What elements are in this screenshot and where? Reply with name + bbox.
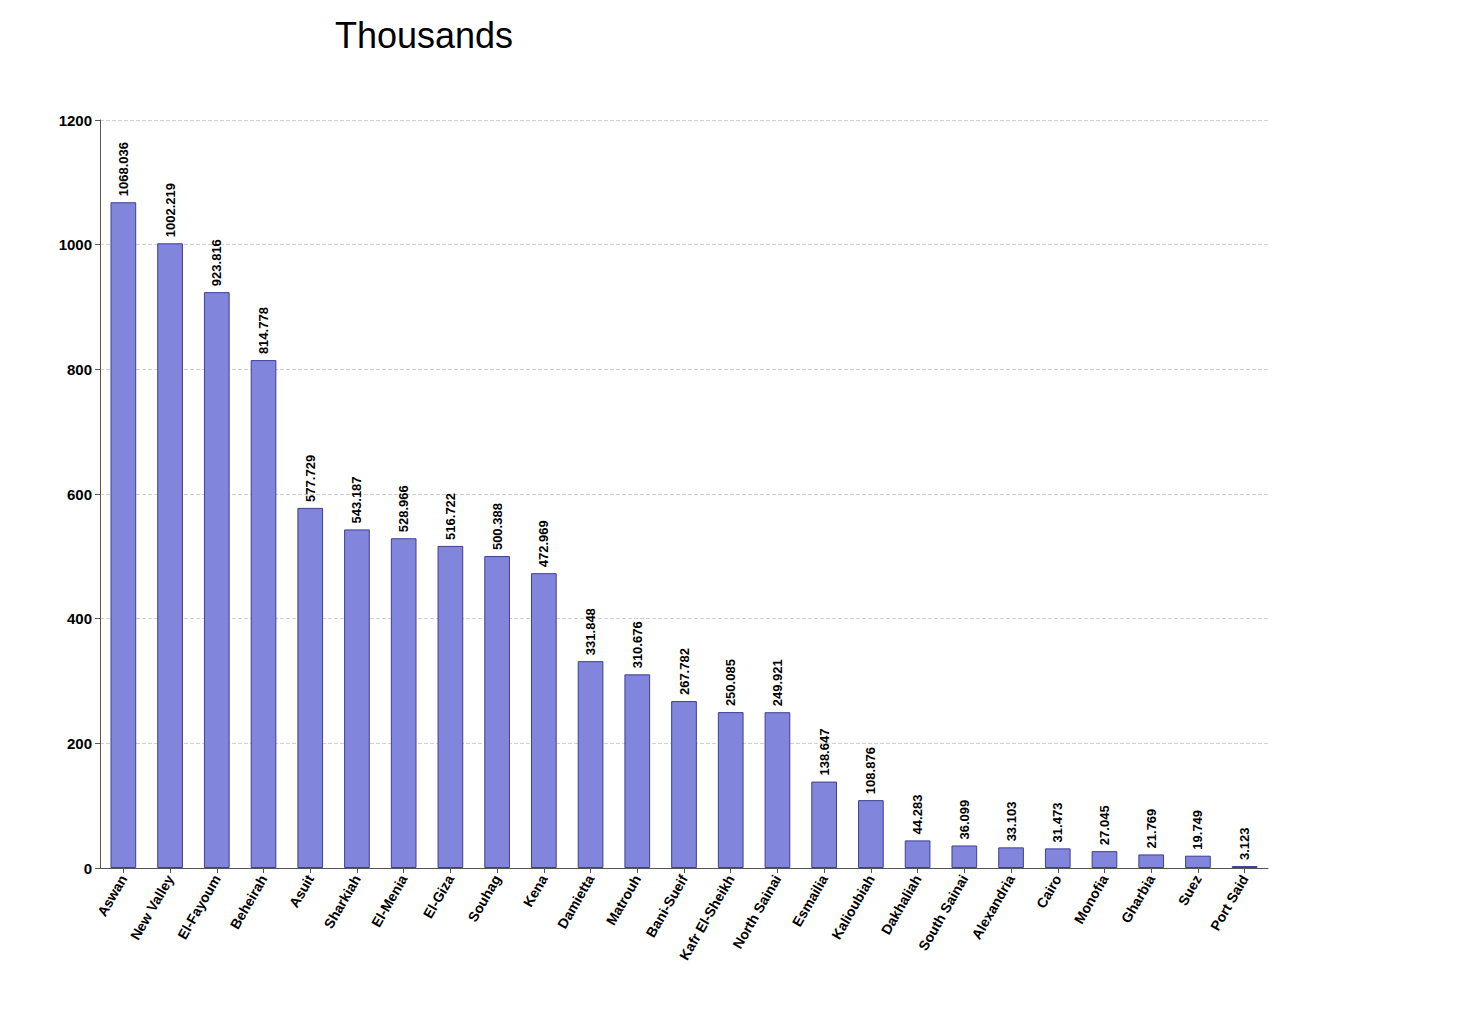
svg-text:267.782: 267.782 xyxy=(677,648,692,695)
svg-text:Kena: Kena xyxy=(520,872,551,910)
svg-text:472.969: 472.969 xyxy=(536,520,551,567)
svg-text:Dakhaliah: Dakhaliah xyxy=(878,872,925,937)
svg-text:Souhag: Souhag xyxy=(465,872,504,924)
svg-text:400: 400 xyxy=(67,610,92,627)
svg-text:Alexandria: Alexandria xyxy=(968,872,1018,942)
svg-text:Cairo: Cairo xyxy=(1033,872,1065,911)
svg-text:44.283: 44.283 xyxy=(910,795,925,835)
svg-text:Kalioubiah: Kalioubiah xyxy=(828,872,878,942)
svg-text:577.729: 577.729 xyxy=(303,455,318,502)
svg-text:Esmailia: Esmailia xyxy=(789,872,831,929)
svg-text:1000: 1000 xyxy=(59,236,92,253)
svg-text:21.769: 21.769 xyxy=(1144,809,1159,849)
svg-text:36.099: 36.099 xyxy=(957,800,972,840)
svg-text:Beheirah: Beheirah xyxy=(227,872,271,932)
svg-text:310.676: 310.676 xyxy=(630,621,645,668)
svg-text:250.085: 250.085 xyxy=(723,659,738,706)
svg-text:27.045: 27.045 xyxy=(1097,805,1112,845)
svg-text:108.876: 108.876 xyxy=(863,747,878,794)
svg-text:1002.219: 1002.219 xyxy=(163,183,178,237)
svg-text:El-Giza: El-Giza xyxy=(420,872,458,921)
svg-text:Suez: Suez xyxy=(1175,872,1205,908)
svg-text:923.816: 923.816 xyxy=(209,239,224,286)
svg-text:3.123: 3.123 xyxy=(1237,828,1252,861)
svg-text:El-Menia: El-Menia xyxy=(368,872,411,930)
svg-text:600: 600 xyxy=(67,486,92,503)
svg-text:North Sainai: North Sainai xyxy=(729,872,784,951)
svg-text:New Valley: New Valley xyxy=(127,872,177,943)
svg-text:800: 800 xyxy=(67,361,92,378)
svg-text:Kafr El-Sheikh: Kafr El-Sheikh xyxy=(676,872,738,963)
svg-text:Asuit: Asuit xyxy=(286,872,318,911)
svg-text:1200: 1200 xyxy=(59,112,92,129)
svg-text:138.647: 138.647 xyxy=(817,729,832,776)
svg-text:El-Fayoum: El-Fayoum xyxy=(174,872,224,942)
svg-text:249.921: 249.921 xyxy=(770,659,785,706)
svg-text:500.388: 500.388 xyxy=(490,503,505,550)
svg-text:Monofia: Monofia xyxy=(1071,872,1112,927)
svg-text:516.722: 516.722 xyxy=(443,493,458,540)
svg-text:0: 0 xyxy=(84,860,92,877)
svg-text:528.966: 528.966 xyxy=(396,485,411,532)
svg-text:Damietta: Damietta xyxy=(554,872,598,931)
svg-text:Sharkiah: Sharkiah xyxy=(320,872,363,931)
svg-text:Bani-Sueif: Bani-Sueif xyxy=(642,872,691,940)
svg-text:Matrouh: Matrouh xyxy=(603,872,644,928)
svg-text:19.749: 19.749 xyxy=(1190,810,1205,850)
svg-text:1068.036: 1068.036 xyxy=(116,142,131,196)
svg-text:814.778: 814.778 xyxy=(256,307,271,354)
svg-text:Thousands: Thousands xyxy=(335,15,513,56)
svg-text:543.187: 543.187 xyxy=(349,476,364,523)
svg-text:Port Said: Port Said xyxy=(1207,872,1252,933)
svg-text:331.848: 331.848 xyxy=(583,608,598,655)
svg-text:31.473: 31.473 xyxy=(1050,803,1065,843)
svg-text:South Sainai: South Sainai xyxy=(915,872,971,953)
svg-text:33.103: 33.103 xyxy=(1004,802,1019,842)
svg-text:Aswan: Aswan xyxy=(94,872,130,919)
svg-text:Gharbia: Gharbia xyxy=(1118,872,1158,926)
svg-text:200: 200 xyxy=(67,735,92,752)
